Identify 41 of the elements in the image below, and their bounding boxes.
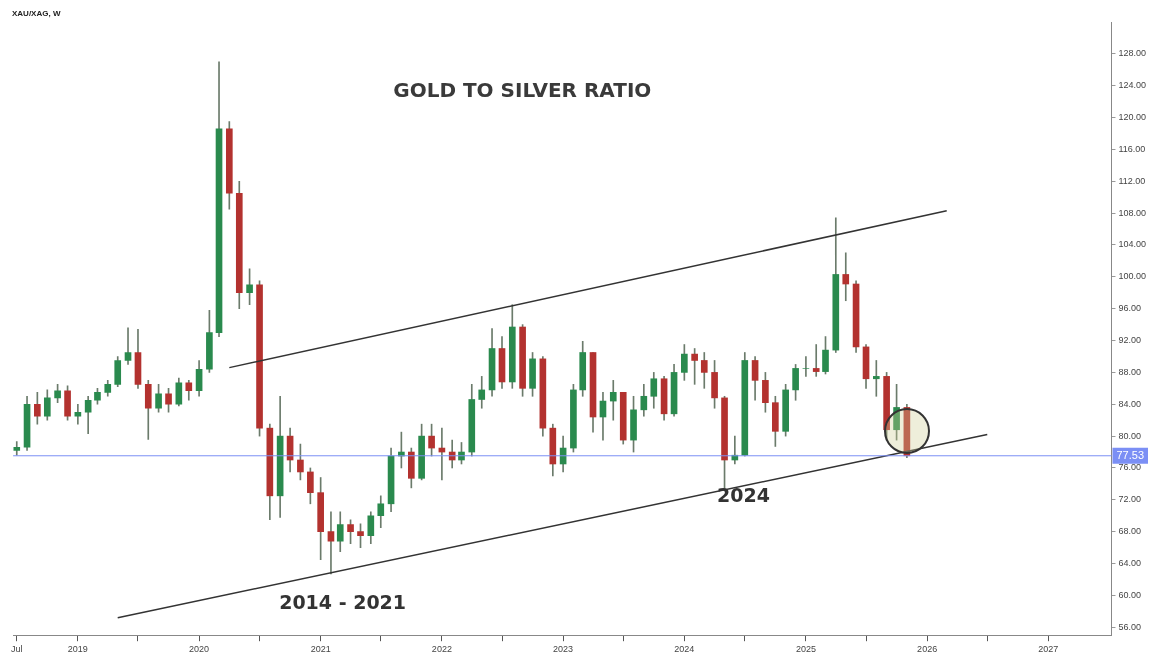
y-tick-label: 108.00 xyxy=(1118,207,1146,218)
candlestick xyxy=(842,252,850,302)
y-tick-label: 128.00 xyxy=(1118,48,1146,59)
y-tick-label: 88.00 xyxy=(1118,366,1141,377)
y-tick-label: 112.00 xyxy=(1118,175,1146,186)
text: XAU/XAG, W xyxy=(12,9,61,19)
x-tick-label: 2020 xyxy=(189,644,210,655)
text: GOLD TO SILVER RATIO xyxy=(393,78,652,103)
y-tick-label: 60.00 xyxy=(1118,589,1141,600)
y-tick-label: 92.00 xyxy=(1118,335,1141,346)
x-tick-label: Jul xyxy=(10,644,23,655)
candlestick xyxy=(802,356,810,377)
ref-line-label: 77.53 xyxy=(1116,448,1144,461)
y-tick-label: 64.00 xyxy=(1118,558,1141,569)
x-tick-label: 2025 xyxy=(795,644,816,655)
x-tick-label: 2026 xyxy=(917,644,938,655)
candlestick xyxy=(327,511,335,575)
x-tick-label: 2023 xyxy=(553,644,574,655)
y-tick-label: 80.00 xyxy=(1118,430,1141,441)
y-tick-label: 56.00 xyxy=(1118,621,1141,632)
annotation: 2014 - 2021 xyxy=(279,591,407,614)
y-tick-label: 96.00 xyxy=(1118,303,1141,314)
x-tick-label: 2024 xyxy=(674,644,695,655)
candlestick xyxy=(124,327,132,365)
y-tick-label: 84.00 xyxy=(1118,398,1141,409)
y-tick-label: 124.00 xyxy=(1118,80,1146,91)
y-tick-label: 68.00 xyxy=(1118,526,1141,537)
y-tick-label: 104.00 xyxy=(1118,239,1146,250)
y-tick-label: 120.00 xyxy=(1118,112,1146,123)
x-tick-label: 2019 xyxy=(67,644,88,655)
y-tick-label: 116.00 xyxy=(1118,143,1146,154)
x-tick-label: 2022 xyxy=(431,644,452,655)
candlestick xyxy=(872,360,880,397)
annotation: 2024 xyxy=(717,484,770,507)
y-tick-label: 76.00 xyxy=(1118,462,1141,473)
y-tick-label: 72.00 xyxy=(1118,494,1141,505)
x-tick-label: 2027 xyxy=(1038,644,1059,655)
y-tick-label: 100.00 xyxy=(1118,271,1146,282)
x-tick-label: 2021 xyxy=(310,644,331,655)
candlestick xyxy=(812,344,820,377)
candlestick xyxy=(609,380,617,421)
